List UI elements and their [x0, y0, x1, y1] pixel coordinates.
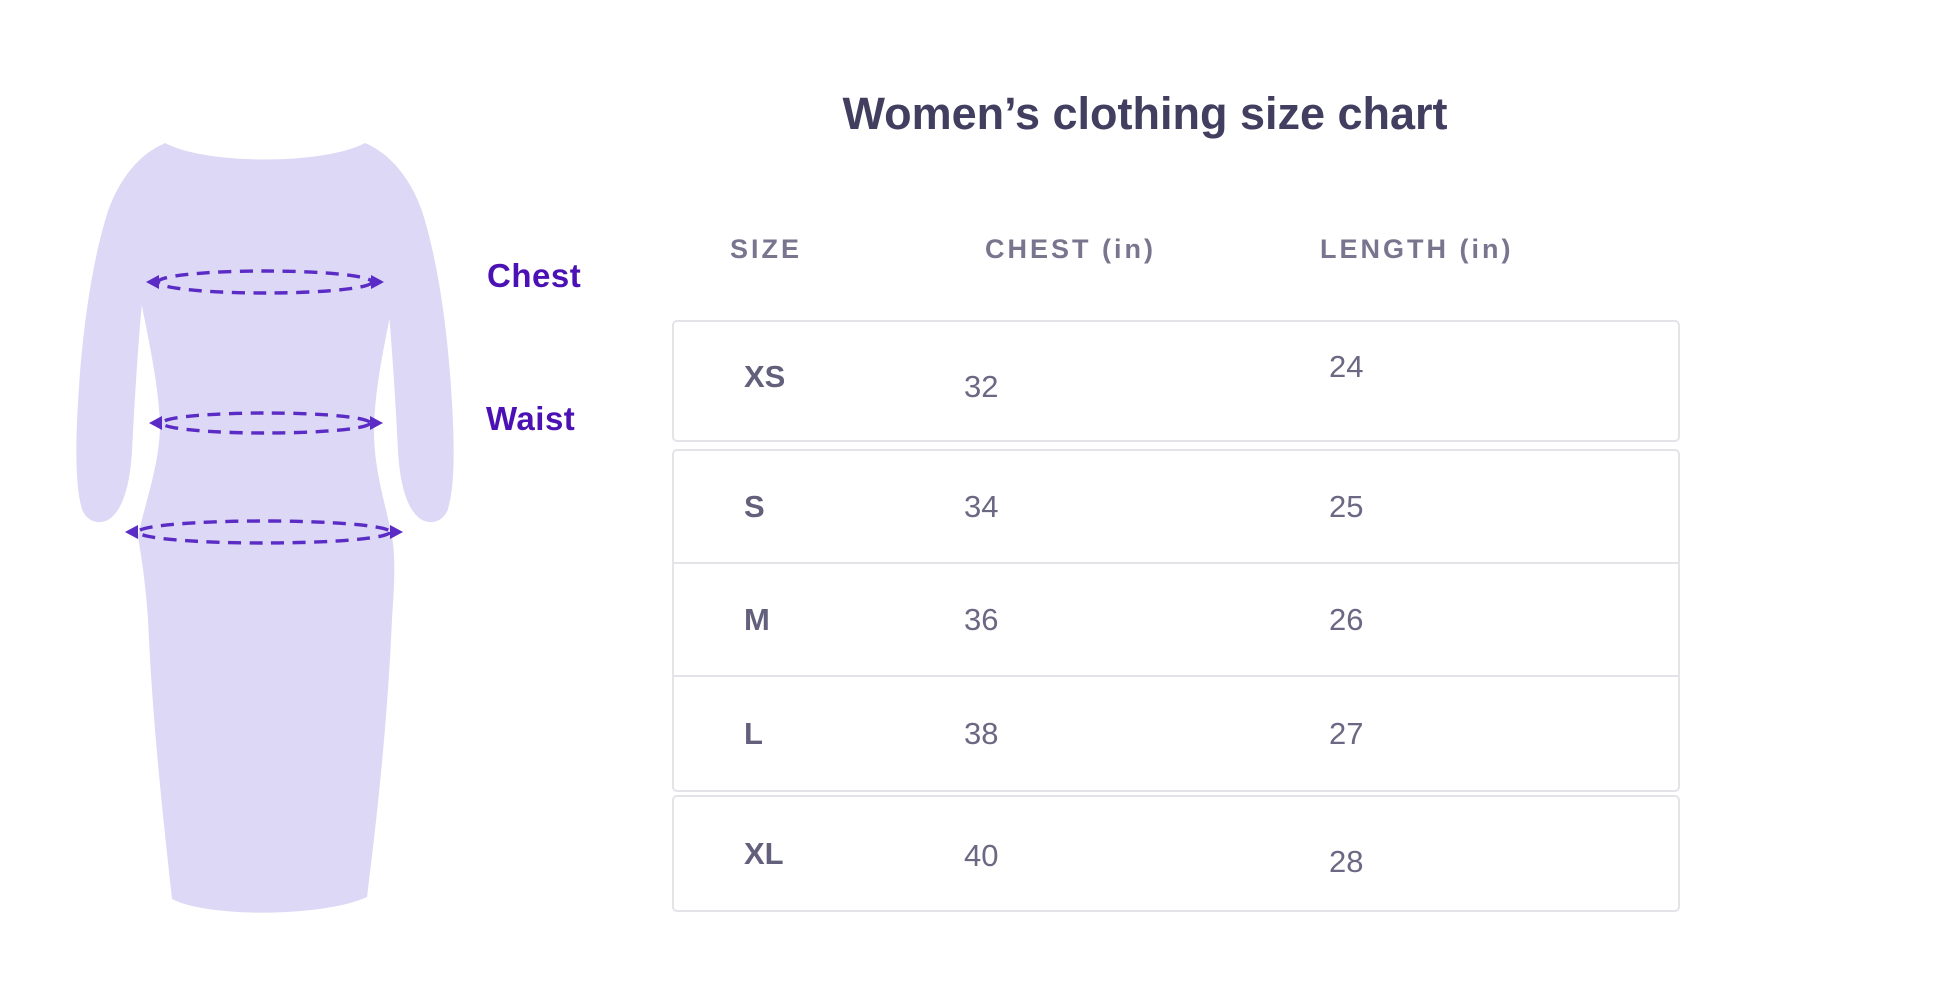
size-cell: M — [744, 601, 770, 637]
chest-arrow-right-icon — [371, 275, 384, 289]
column-header-chest: CHEST (in) — [985, 234, 1156, 264]
chest-cell: 32 — [964, 369, 999, 404]
length-cell: 28 — [1329, 843, 1364, 879]
size-cell: L — [744, 715, 763, 751]
dress-illustration — [40, 85, 480, 955]
column-header-size: SIZE — [730, 234, 803, 264]
length-cell: 25 — [1329, 488, 1364, 524]
size-table: XS 32 24 S 34 25 M 36 26 L 38 27 — [672, 320, 1680, 912]
table-row-m: M 36 26 — [674, 564, 1678, 677]
column-header-length: LENGTH (in) — [1320, 234, 1514, 264]
size-cell: XL — [744, 835, 784, 871]
table-row-xs: XS 32 24 — [672, 320, 1680, 442]
length-cell: 24 — [1329, 349, 1364, 384]
size-cell: XS — [744, 359, 786, 394]
dress-svg — [76, 143, 454, 913]
chest-arrow-left-icon — [146, 275, 159, 289]
chest-cell: 34 — [964, 488, 999, 524]
chest-cell: 38 — [964, 715, 999, 751]
table-header-row: SIZE CHEST (in) LENGTH (in) — [675, 234, 1680, 265]
waist-arrow-left-icon — [149, 416, 162, 430]
table-row-l: L 38 27 — [674, 677, 1678, 790]
page-title: Women’s clothing size chart — [842, 88, 1448, 139]
table-row-xl: XL 40 28 — [672, 795, 1680, 912]
table-row-group: S 34 25 M 36 26 L 38 27 — [672, 449, 1680, 792]
length-cell: 27 — [1329, 715, 1364, 751]
chest-label: Chest — [487, 257, 582, 294]
waist-arrow-right-icon — [370, 416, 383, 430]
table-row-s: S 34 25 — [674, 451, 1678, 564]
hip-arrow-left-icon — [125, 525, 138, 539]
chest-cell: 36 — [964, 601, 999, 637]
length-cell: 26 — [1329, 601, 1364, 637]
hip-arrow-right-icon — [390, 525, 403, 539]
dress-torso — [131, 143, 403, 913]
chest-cell: 40 — [964, 837, 999, 873]
waist-label: Waist — [486, 400, 576, 437]
size-cell: S — [744, 488, 765, 524]
